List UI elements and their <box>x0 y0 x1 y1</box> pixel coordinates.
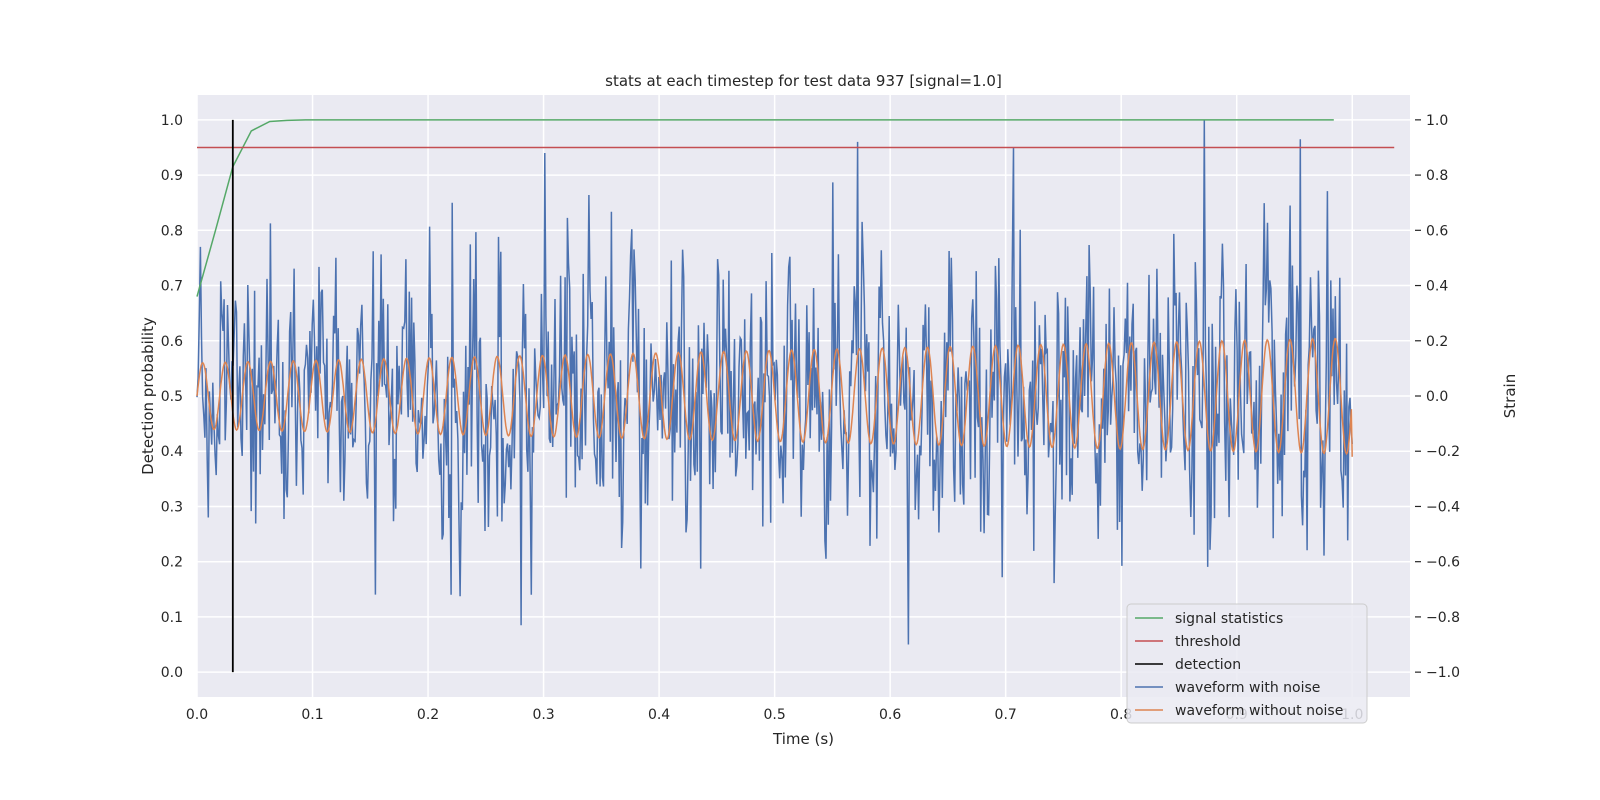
y-right-tick-label: −1.0 <box>1426 665 1460 681</box>
legend-label: waveform without noise <box>1175 703 1343 719</box>
chart-title: stats at each timestep for test data 937… <box>605 72 1002 90</box>
y-axis-label: Detection probability <box>139 317 157 475</box>
x-tick-label: 0.1 <box>301 707 323 723</box>
y-tick-label: 0.6 <box>161 334 183 350</box>
y-right-tick-label: −0.2 <box>1426 444 1460 460</box>
x-tick-label: 0.3 <box>532 707 554 723</box>
x-tick-label: 0.2 <box>417 707 439 723</box>
y-tick-label: 0.1 <box>161 610 183 626</box>
legend: signal statistics threshold detection wavef… <box>1126 603 1368 724</box>
x-tick-label: 0.4 <box>648 707 670 723</box>
waveform-without-noise-line <box>196 337 1353 457</box>
x-tick-label: 0.5 <box>763 707 785 723</box>
x-tick-label: 0.6 <box>879 707 901 723</box>
x-tick-label: 0.0 <box>186 707 208 723</box>
y-right-tick-label: −0.4 <box>1426 499 1460 515</box>
x-tick-label: 0.7 <box>995 707 1017 723</box>
series-layer <box>196 119 1395 673</box>
y-right-tick-label: −0.8 <box>1426 610 1460 626</box>
legend-box <box>1126 603 1368 724</box>
y-tick-label: 0.7 <box>161 279 183 295</box>
legend-label: signal statistics <box>1175 611 1283 627</box>
y-right-tick-label: 1.0 <box>1426 113 1448 129</box>
y-right-tick-label: 0.6 <box>1426 223 1448 239</box>
y-tick-label: 0.9 <box>161 168 183 184</box>
y-right-tick-label: 0.4 <box>1426 279 1448 295</box>
x-axis-label: Time (s) <box>772 730 834 748</box>
y-axis-right-label: Strain <box>1501 374 1519 418</box>
legend-label: threshold <box>1175 634 1241 650</box>
y-tick-label: 1.0 <box>161 113 183 129</box>
y-right-tick-label: 0.0 <box>1426 389 1448 405</box>
y-right-tick-label: −0.6 <box>1426 555 1460 571</box>
y-right-tick-label: 0.2 <box>1426 334 1448 350</box>
waveform-with-noise-line <box>196 119 1353 645</box>
y-tick-label: 0.3 <box>161 499 183 515</box>
y-tick-label: 0.0 <box>161 665 183 681</box>
y-tick-label: 0.4 <box>161 444 183 460</box>
signal-statistics-line <box>196 119 1334 297</box>
y-tick-label: 0.2 <box>161 555 183 571</box>
legend-label: waveform with noise <box>1175 680 1320 696</box>
y-tick-label: 0.8 <box>161 223 183 239</box>
legend-label: detection <box>1175 657 1241 673</box>
y-tick-label: 0.5 <box>161 389 183 405</box>
y-right-tick-label: 0.8 <box>1426 168 1448 184</box>
